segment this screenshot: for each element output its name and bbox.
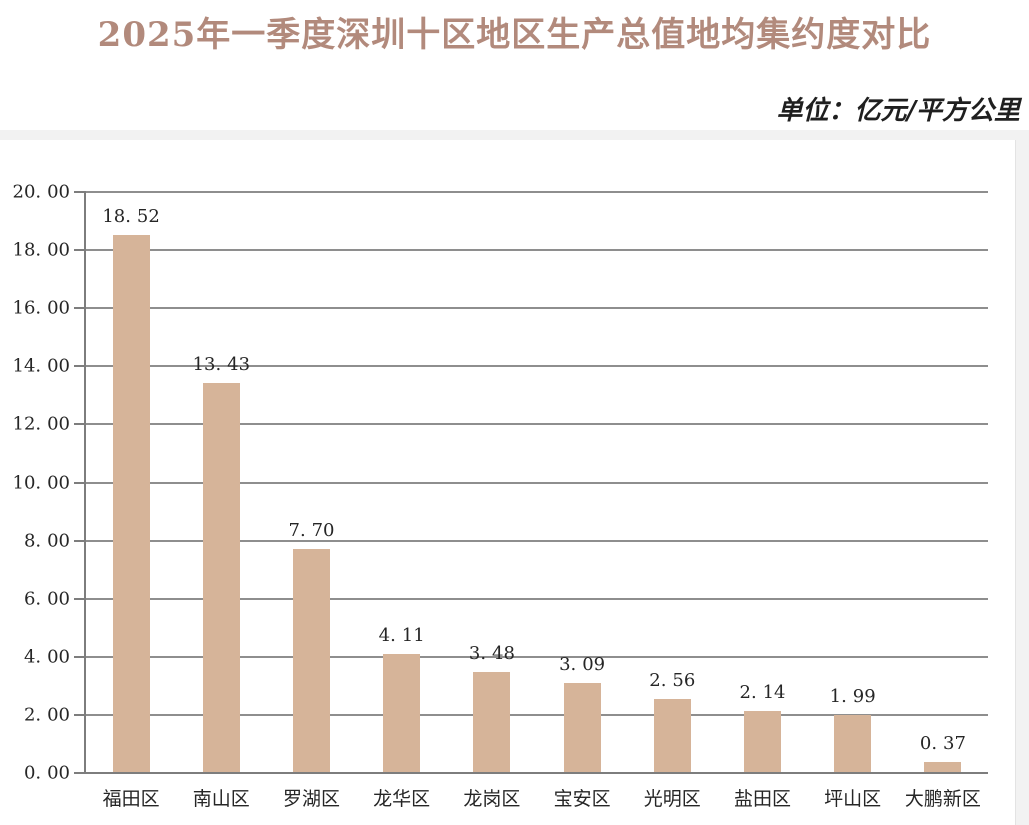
bar-value-label: 1. 99	[829, 686, 876, 708]
x-category-label: 盐田区	[733, 788, 792, 810]
y-tick-mark	[74, 655, 86, 658]
gridline	[86, 365, 988, 368]
y-tick-mark	[74, 423, 86, 426]
y-tick-mark	[74, 713, 86, 716]
plot-area: 0. 00 2. 00 4. 00 6. 00 8. 00 10. 00 12. 00 14.…	[13, 182, 988, 810]
x-category-label: 罗湖区	[282, 788, 341, 810]
x-category-label: 坪山区	[824, 788, 882, 810]
bar-value-label: 13. 43	[192, 353, 251, 375]
bar	[834, 715, 872, 773]
bar	[112, 235, 150, 773]
bar	[202, 382, 240, 773]
x-category-label: 龙华区	[373, 788, 431, 810]
bar	[383, 653, 421, 773]
bar	[924, 762, 962, 773]
y-tick-label: 14. 00	[12, 355, 70, 377]
y-tick-mark	[74, 597, 86, 600]
bar	[293, 549, 330, 773]
y-tick-label: 12. 00	[12, 413, 70, 435]
y-tick-mark	[74, 307, 86, 310]
gridline	[86, 713, 988, 716]
x-category-label: 大鹏新区	[904, 788, 981, 810]
y-tick-label: 2. 00	[23, 704, 70, 726]
x-category-label: 南山区	[192, 788, 250, 810]
unit-label: 单位：亿元/平方公里	[776, 96, 1021, 126]
gridline	[86, 307, 988, 310]
y-tick-mark	[74, 772, 86, 774]
x-category-label: 福田区	[102, 788, 160, 810]
y-tick-mark	[74, 481, 86, 484]
bar	[473, 671, 511, 773]
bar	[653, 698, 691, 773]
y-tick-label: 8. 00	[23, 530, 70, 552]
bar-value-label: 3. 09	[559, 654, 606, 676]
y-tick-mark	[74, 365, 86, 368]
y-tick-label: 10. 00	[12, 472, 70, 493]
gridline	[86, 597, 988, 600]
gridline	[86, 191, 988, 193]
bar	[563, 683, 601, 773]
y-tick-label: 0. 00	[23, 762, 70, 784]
bar-value-label: 0. 37	[919, 733, 966, 755]
page-title: 2025年一季度深圳十区地区生产总值地均集约度对比	[97, 15, 932, 55]
bar	[744, 710, 781, 773]
y-tick-label: 16. 00	[12, 297, 70, 319]
y-tick-label: 4. 00	[23, 646, 70, 668]
bar-value-label: 2. 14	[739, 681, 786, 703]
gdp-intensity-bar-chart: 0. 00 2. 00 4. 00 6. 00 8. 00 10. 00 12. 00 14.…	[0, 140, 1016, 825]
gridline	[86, 772, 988, 774]
y-tick-label: 20. 00	[12, 181, 70, 203]
y-tick-label: 18. 00	[12, 239, 70, 261]
gridline	[86, 423, 988, 426]
page-header: 2025年一季度深圳十区地区生产总值地均集约度对比 单位：亿元/平方公里	[0, 0, 1029, 130]
y-tick-mark	[74, 191, 86, 193]
bar-value-label: 3. 48	[468, 642, 515, 664]
gridline	[86, 539, 988, 542]
bar-value-label: 7. 70	[288, 520, 335, 542]
bar-value-label: 18. 52	[102, 206, 160, 227]
gridline	[86, 249, 988, 252]
gridline	[86, 481, 988, 484]
x-category-label: 宝安区	[553, 788, 611, 810]
x-category-label: 光明区	[643, 788, 701, 810]
y-tick-mark	[74, 539, 86, 542]
x-category-label: 龙岗区	[463, 788, 521, 810]
y-tick-mark	[74, 249, 86, 252]
gridline	[86, 655, 988, 658]
y-tick-label: 6. 00	[23, 588, 70, 610]
bar-value-label: 2. 56	[649, 669, 696, 691]
bar-value-label: 4. 11	[378, 624, 425, 646]
